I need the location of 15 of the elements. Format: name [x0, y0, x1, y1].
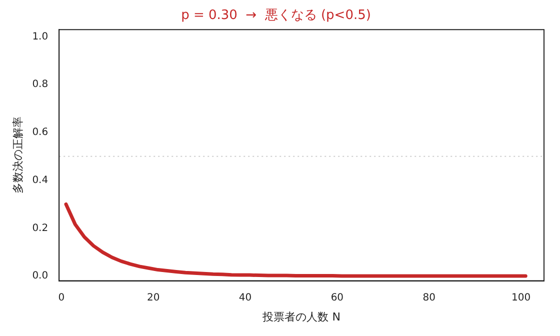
x-tick-label: 100: [511, 292, 531, 304]
y-tick-label: 1.0: [32, 31, 48, 42]
y-tick-label: 0.2: [32, 222, 48, 234]
y-tick-label: 0.8: [32, 79, 48, 90]
x-axis-title: 投票者の人数 N: [262, 310, 340, 324]
x-tick-label: 0: [58, 292, 65, 304]
y-tick-label: 0.0: [32, 270, 48, 282]
y-tick-label: 0.4: [32, 174, 48, 186]
y-axis-title: 多数決の正解率: [11, 116, 24, 194]
y-tick-label: 0.6: [32, 127, 48, 138]
x-tick-label: 80: [422, 292, 436, 304]
x-tick-label: 40: [238, 292, 252, 304]
chart-title: p = 0.30 → 悪くなる (p<0.5): [181, 8, 371, 24]
x-tick-label: 20: [146, 292, 160, 304]
x-tick-label: 60: [330, 292, 344, 304]
